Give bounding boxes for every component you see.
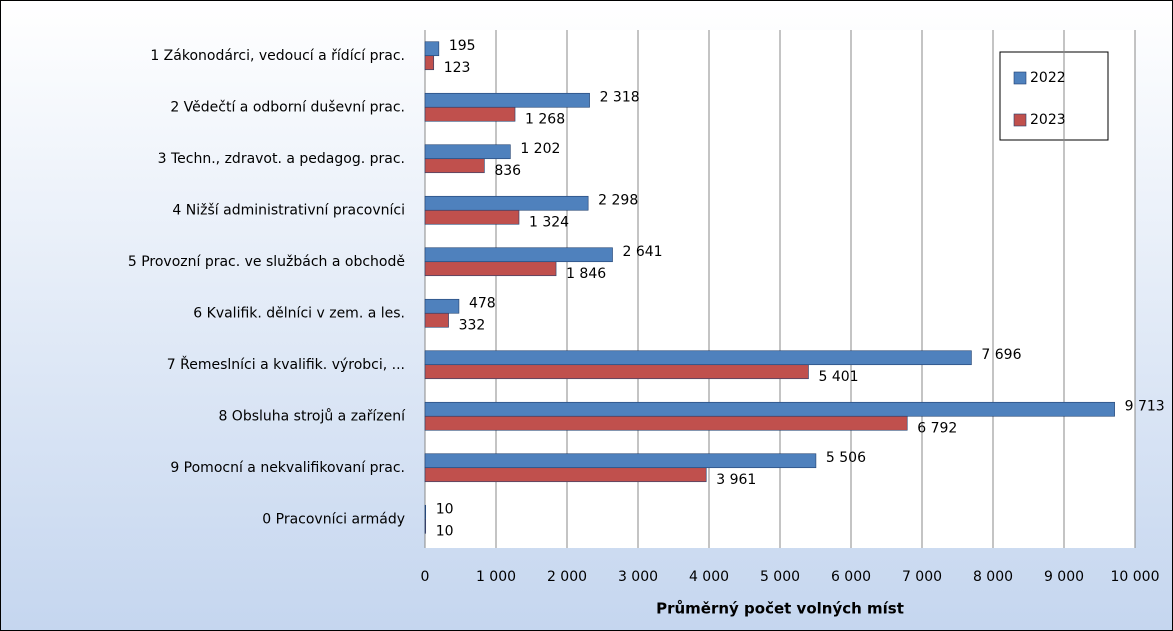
value-label: 478 bbox=[469, 295, 496, 311]
y-tick-label: 7 Řemeslníci a kvalifik. výrobci, ... bbox=[167, 356, 405, 373]
x-tick-label: 3 000 bbox=[618, 569, 658, 585]
y-tick-label: 8 Obsluha strojů a zařízení bbox=[218, 408, 406, 424]
x-axis-title: Průměrný počet volných míst bbox=[656, 600, 904, 618]
bar bbox=[424, 415, 908, 431]
value-label: 1 324 bbox=[529, 214, 569, 230]
value-label: 332 bbox=[459, 317, 486, 333]
value-label: 3 961 bbox=[716, 472, 756, 488]
y-tick-label: 5 Provozní prac. ve službách a obchodě bbox=[128, 254, 405, 270]
bar bbox=[424, 312, 449, 328]
value-label: 7 696 bbox=[981, 347, 1021, 363]
x-tick-label: 5 000 bbox=[760, 569, 800, 585]
legend-swatch bbox=[1013, 113, 1027, 127]
value-label: 2 641 bbox=[623, 244, 663, 260]
legend-label: 2022 bbox=[1030, 70, 1066, 86]
value-label: 9 713 bbox=[1125, 398, 1165, 414]
bar bbox=[424, 467, 707, 483]
x-tick-label: 4 000 bbox=[689, 569, 729, 585]
bar bbox=[424, 195, 589, 211]
bar bbox=[424, 144, 511, 160]
x-tick-label: 1 000 bbox=[476, 569, 516, 585]
value-label: 836 bbox=[494, 163, 521, 179]
bar bbox=[424, 209, 520, 225]
value-label: 195 bbox=[449, 38, 476, 54]
bar bbox=[424, 453, 817, 469]
y-tick-label: 4 Nižší administrativní pracovníci bbox=[172, 202, 405, 218]
bar bbox=[424, 158, 485, 174]
value-label: 10 bbox=[436, 523, 454, 539]
bar bbox=[424, 41, 440, 57]
value-label: 10 bbox=[436, 501, 454, 517]
legend-swatch bbox=[1013, 71, 1027, 85]
y-tick-label: 6 Kvalifik. dělníci v zem. a les. bbox=[193, 305, 405, 321]
value-label: 2 298 bbox=[598, 192, 638, 208]
value-label: 1 202 bbox=[520, 141, 560, 157]
x-tick-label: 8 000 bbox=[973, 569, 1013, 585]
value-label: 6 792 bbox=[917, 420, 957, 436]
value-label: 1 846 bbox=[566, 266, 606, 282]
y-tick-label: 9 Pomocní a nekvalifikovaní prac. bbox=[170, 460, 405, 476]
value-label: 5 506 bbox=[826, 450, 866, 466]
bar bbox=[424, 55, 435, 71]
value-label: 5 401 bbox=[818, 369, 858, 385]
x-tick-label: 2 000 bbox=[547, 569, 587, 585]
bar bbox=[424, 106, 516, 122]
bar bbox=[424, 364, 809, 380]
bar bbox=[424, 518, 427, 534]
bar bbox=[424, 504, 427, 520]
x-tick-label: 6 000 bbox=[831, 569, 871, 585]
x-tick-label: 7 000 bbox=[902, 569, 942, 585]
value-label: 2 318 bbox=[600, 89, 640, 105]
x-tick-label: 9 000 bbox=[1044, 569, 1084, 585]
bar bbox=[424, 350, 972, 366]
value-label: 123 bbox=[444, 60, 471, 76]
y-tick-label: 1 Zákonodárci, vedoucí a řídící prac. bbox=[150, 48, 405, 64]
x-tick-label: 10 000 bbox=[1111, 569, 1160, 585]
y-tick-label: 3 Techn., zdravot. a pedagog. prac. bbox=[158, 151, 405, 167]
bar bbox=[424, 92, 590, 108]
bar bbox=[424, 401, 1115, 417]
bar bbox=[424, 261, 557, 277]
x-tick-label: 0 bbox=[421, 569, 430, 585]
value-label: 1 268 bbox=[525, 111, 565, 127]
y-tick-label: 2 Vědečtí a odborní duševní prac. bbox=[170, 99, 405, 115]
bar bbox=[424, 247, 613, 263]
y-tick-label: 0 Pracovníci armády bbox=[262, 511, 405, 527]
bar bbox=[424, 298, 460, 314]
legend-label: 2023 bbox=[1030, 112, 1066, 128]
